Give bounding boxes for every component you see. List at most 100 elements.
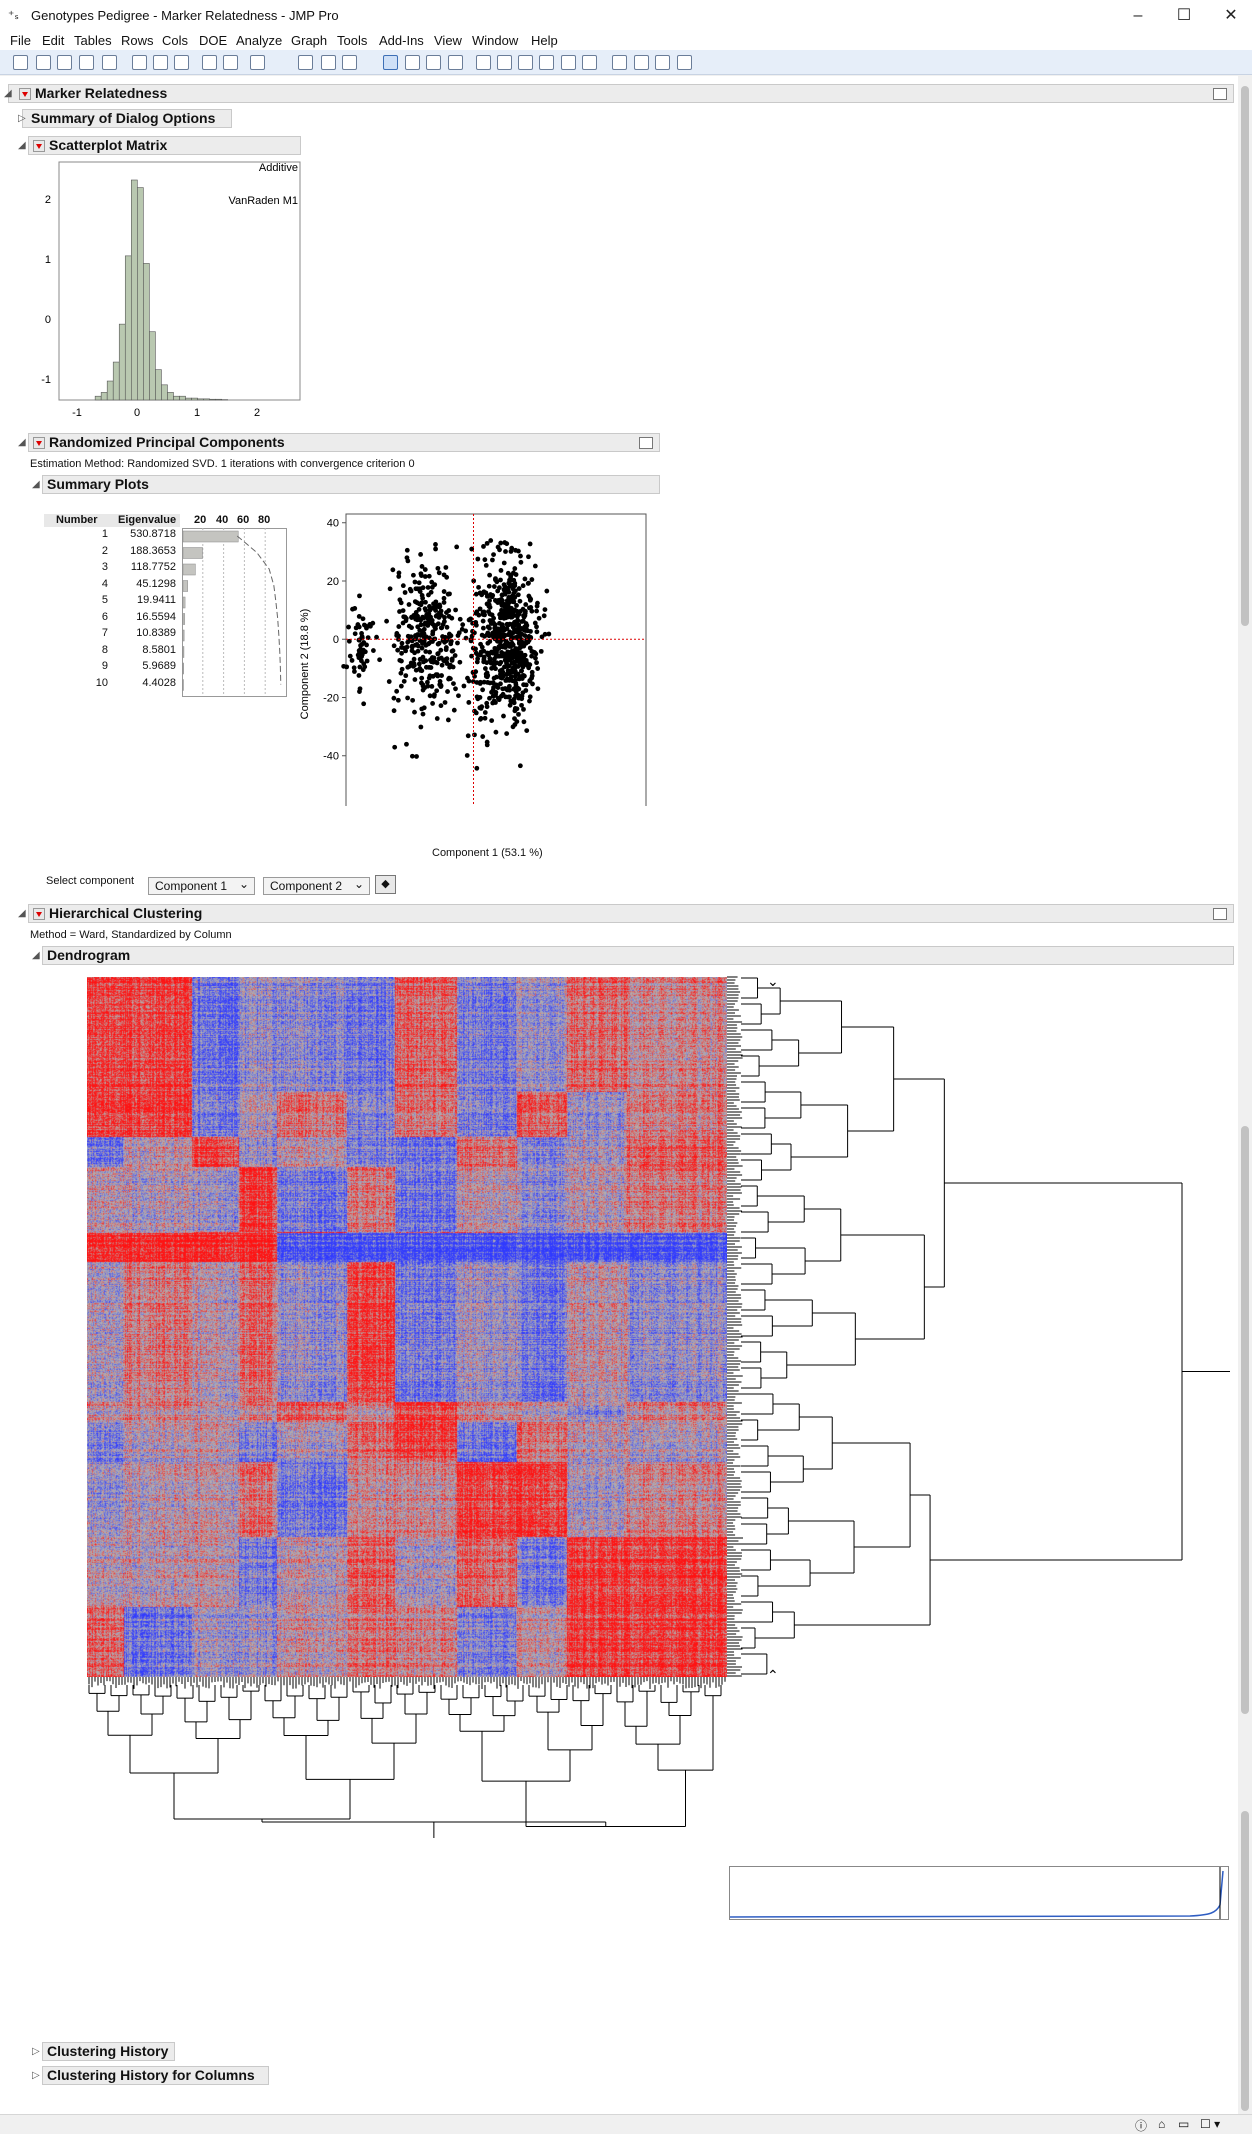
red-triangle-menu-icon[interactable] — [33, 908, 45, 920]
score-point — [377, 657, 382, 663]
scrollbar-thumb-tertiary[interactable] — [1241, 1811, 1249, 2111]
hand-tool-icon[interactable] — [476, 55, 491, 70]
layout-icon[interactable] — [223, 55, 238, 70]
score-point — [444, 574, 450, 580]
red-triangle-menu-icon[interactable] — [33, 437, 45, 449]
menu-doe[interactable]: DOE — [199, 33, 228, 48]
score-point — [468, 616, 474, 622]
home-window-icon[interactable] — [321, 55, 336, 70]
clustering-history-header[interactable]: Clustering History — [42, 2042, 175, 2061]
open-web-icon[interactable] — [57, 55, 72, 70]
menu-analyze[interactable]: Analyze — [236, 33, 283, 48]
clustering-history-columns-header[interactable]: Clustering History for Columns — [42, 2066, 269, 2085]
menu-graph[interactable]: Graph — [291, 33, 328, 48]
summary-plots-header[interactable]: Summary Plots — [42, 475, 660, 494]
menu-file[interactable]: File — [10, 33, 31, 48]
window-list-icon[interactable]: ▭ — [1178, 2117, 1190, 2131]
search-icon[interactable] — [250, 55, 265, 70]
info-icon[interactable]: ⓘ — [1135, 2119, 1148, 2133]
disclosure-closed-icon[interactable]: ▷ — [18, 113, 26, 124]
open-icon[interactable] — [79, 55, 94, 70]
new-data-table-icon[interactable] — [13, 55, 28, 70]
disclosure-open-icon[interactable]: ◢ — [18, 437, 26, 448]
disclosure-closed-icon[interactable]: ▷ — [32, 2070, 40, 2081]
disclosure-open-icon[interactable]: ◢ — [32, 950, 40, 961]
row-dendrogram-expand-icon[interactable]: ⌃ — [767, 1667, 779, 1680]
menu-window[interactable]: Window — [472, 33, 519, 48]
red-triangle-menu-icon[interactable] — [33, 140, 45, 152]
component-2-combo[interactable]: Component 2 — [263, 876, 370, 895]
arrow-tool-icon[interactable] — [383, 55, 398, 70]
copy-icon[interactable] — [153, 55, 168, 70]
data-table-list-icon[interactable] — [298, 55, 313, 70]
text-tool-icon[interactable] — [612, 55, 627, 70]
score-point — [419, 564, 425, 569]
lines-tool-icon[interactable] — [634, 55, 649, 70]
add-icon[interactable] — [342, 55, 357, 70]
row-dendrogram-collapse-icon[interactable]: ⌄ — [767, 974, 779, 989]
score-point — [399, 650, 404, 656]
score-point — [404, 547, 410, 553]
scrollbar-thumb-secondary[interactable] — [1241, 1126, 1249, 1714]
home-icon[interactable]: ⌂ — [1158, 2117, 1166, 2131]
dendrogram-header[interactable]: Dendrogram — [42, 946, 1234, 965]
save-icon[interactable] — [102, 55, 117, 70]
selection-tool-icon[interactable] — [426, 55, 441, 70]
score-point — [412, 650, 417, 656]
scrollbar-thumb[interactable] — [1241, 86, 1249, 626]
score-point — [512, 619, 517, 625]
red-triangle-menu-icon[interactable] — [19, 88, 31, 100]
report-window: Marker Relatedness ◢ Summary of Dialog O… — [0, 76, 1238, 2128]
minimize-button[interactable]: – — [1133, 7, 1143, 24]
disclosure-open-icon[interactable]: ◢ — [18, 140, 26, 151]
maximize-button[interactable]: ☐ — [1176, 7, 1192, 24]
disclosure-open-icon[interactable]: ◢ — [32, 479, 40, 490]
disclosure-open-icon[interactable]: ◢ — [4, 88, 12, 99]
hierarchical-clustering-header[interactable]: Hierarchical Clustering — [28, 904, 1234, 923]
oval-tool-icon[interactable] — [677, 55, 692, 70]
randomized-pc-header[interactable]: Randomized Principal Components — [28, 433, 660, 452]
menu-addins[interactable]: Add-Ins — [379, 33, 424, 48]
close-button[interactable]: ✕ — [1224, 7, 1238, 24]
score-point — [546, 631, 552, 637]
row-dendrogram[interactable]: ⌄ ⌃ — [727, 974, 1232, 1680]
score-point — [509, 614, 515, 620]
restore-icon[interactable] — [1213, 908, 1227, 920]
brush-tool-icon[interactable] — [497, 55, 512, 70]
score-point — [423, 658, 429, 664]
menu-cols[interactable]: Cols — [162, 33, 189, 48]
cut-icon[interactable] — [132, 55, 147, 70]
disclosure-closed-icon[interactable]: ▷ — [32, 2046, 40, 2057]
column-dendrogram[interactable] — [87, 1677, 727, 1877]
paste-icon[interactable] — [174, 55, 189, 70]
crosshairs-tool-icon[interactable] — [561, 55, 576, 70]
menu-help[interactable]: Help — [531, 33, 558, 48]
score-point — [507, 578, 513, 584]
restore-icon[interactable] — [1213, 88, 1227, 100]
score-point — [490, 700, 496, 706]
vertical-scrollbar[interactable] — [1238, 76, 1252, 2114]
journal-icon[interactable] — [202, 55, 217, 70]
component-1-combo[interactable]: Component 1 — [148, 876, 255, 895]
scatterplot-matrix-header[interactable]: Scatterplot Matrix — [28, 136, 301, 155]
score-point — [516, 586, 522, 591]
new-script-icon[interactable] — [36, 55, 51, 70]
polygon-tool-icon[interactable] — [655, 55, 670, 70]
lasso-tool-icon[interactable] — [518, 55, 533, 70]
score-point — [513, 670, 519, 676]
marker-relatedness-header[interactable]: Marker Relatedness — [8, 84, 1234, 103]
menu-tools[interactable]: Tools — [337, 33, 368, 48]
help-tool-icon[interactable] — [405, 55, 420, 70]
disclosure-open-icon[interactable]: ◢ — [18, 908, 26, 919]
magnifier-tool-icon[interactable] — [539, 55, 554, 70]
line-tool-icon[interactable] — [582, 55, 597, 70]
crosshair-tool-icon[interactable] — [448, 55, 463, 70]
summary-dialog-options-header[interactable]: Summary of Dialog Options — [22, 109, 232, 128]
menu-tables[interactable]: Tables — [74, 33, 112, 48]
restore-icon[interactable] — [639, 437, 653, 449]
menu-view[interactable]: View — [434, 33, 462, 48]
menu-rows[interactable]: Rows — [121, 33, 154, 48]
layout-menu-icon[interactable]: ☐ ▾ — [1200, 2117, 1221, 2131]
menu-edit[interactable]: Edit — [42, 33, 65, 48]
apply-component-button[interactable]: ◆ — [375, 875, 396, 894]
